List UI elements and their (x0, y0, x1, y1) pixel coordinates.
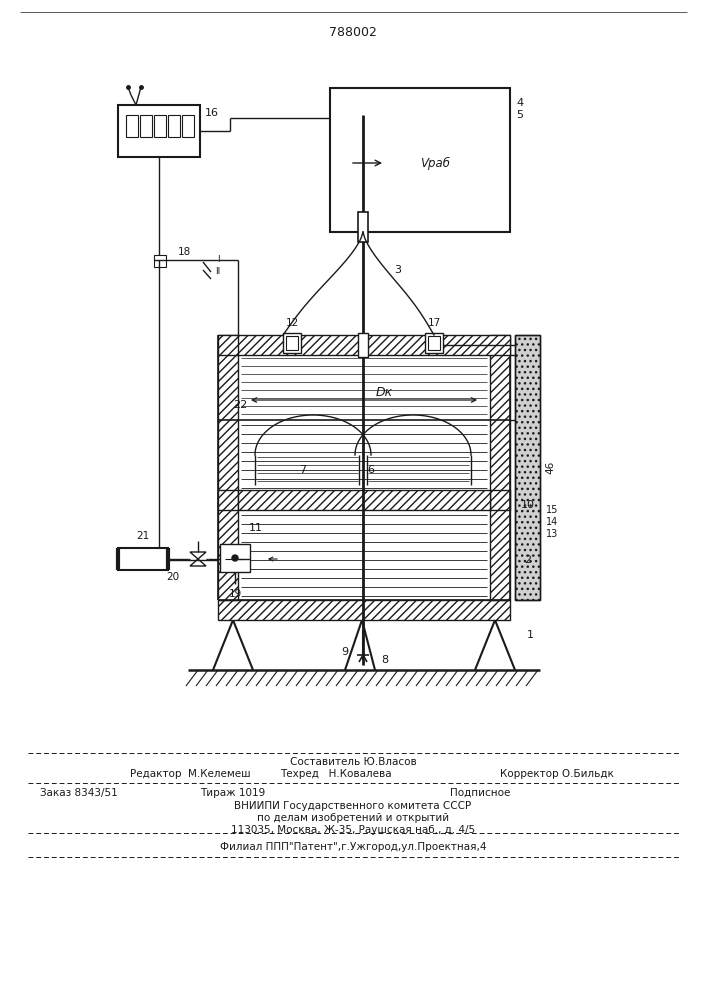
Bar (140, 115, 152, 137)
Text: 1: 1 (527, 630, 534, 640)
Text: 22: 22 (233, 400, 247, 410)
Bar (330, 88, 510, 232)
Bar (168, 115, 180, 137)
Bar (154, 255, 166, 267)
Circle shape (232, 555, 238, 561)
Bar (283, 333, 301, 353)
Text: 21: 21 (136, 531, 150, 541)
Bar (425, 333, 443, 353)
Text: 113035, Москва, Ж-35, Раушская наб., д. 4/5: 113035, Москва, Ж-35, Раушская наб., д. … (231, 825, 475, 835)
Text: Редактор  М.Келемеш: Редактор М.Келемеш (130, 769, 250, 779)
Bar (218, 600, 510, 620)
Bar (358, 333, 368, 357)
Text: I: I (216, 254, 219, 263)
Text: 19: 19 (228, 589, 242, 599)
Bar (358, 212, 368, 242)
Text: по делам изобретений и открытий: по делам изобретений и открытий (257, 813, 449, 823)
Text: 15: 15 (546, 505, 559, 515)
Text: Филиал ППП"Патент",г.Ужгород,ул.Проектная,4: Филиал ППП"Патент",г.Ужгород,ул.Проектна… (220, 842, 486, 852)
Text: 3: 3 (395, 265, 402, 275)
Text: 12: 12 (286, 318, 298, 328)
Text: 13: 13 (546, 529, 558, 539)
Text: 8: 8 (382, 655, 389, 665)
Bar (182, 115, 194, 137)
Bar (220, 544, 250, 572)
Text: 4: 4 (516, 98, 524, 108)
Bar (118, 548, 168, 570)
Bar (428, 336, 440, 350)
Bar (218, 335, 238, 600)
Text: 20: 20 (166, 572, 180, 582)
Text: 788002: 788002 (329, 25, 377, 38)
Text: 16: 16 (205, 108, 219, 118)
Text: Тираж 1019: Тираж 1019 (200, 788, 265, 798)
Text: 17: 17 (427, 318, 440, 328)
Bar (126, 115, 138, 137)
Text: 6: 6 (368, 465, 375, 475)
Text: 9: 9 (341, 647, 349, 657)
Text: Vраб: Vраб (420, 156, 450, 170)
Polygon shape (190, 552, 206, 566)
Text: ВНИИПИ Государственного комитета СССР: ВНИИПИ Государственного комитета СССР (235, 801, 472, 811)
Text: 7: 7 (300, 465, 307, 475)
Text: Корректор О.Бильдк: Корректор О.Бильдк (500, 769, 614, 779)
Text: 18: 18 (177, 247, 191, 257)
Bar (515, 335, 540, 600)
Text: 10: 10 (521, 500, 535, 510)
Text: 2: 2 (525, 555, 532, 565)
Text: 46: 46 (545, 460, 555, 474)
Text: Техред   Н.Ковалева: Техред Н.Ковалева (280, 769, 392, 779)
Text: Составитель Ю.Власов: Составитель Ю.Власов (290, 757, 416, 767)
Bar (154, 115, 166, 137)
Bar (118, 105, 200, 157)
Bar (218, 335, 510, 355)
Text: 5: 5 (517, 110, 523, 120)
Text: 11: 11 (249, 523, 263, 533)
Text: 14: 14 (546, 517, 558, 527)
Text: Заказ 8343/51: Заказ 8343/51 (40, 788, 118, 798)
Bar (515, 335, 540, 600)
Bar (238, 490, 490, 510)
Bar (218, 490, 238, 510)
Bar (490, 490, 510, 510)
Text: II: II (216, 266, 221, 275)
Bar (286, 336, 298, 350)
Text: Подписное: Подписное (450, 788, 510, 798)
Text: Dк: Dк (375, 385, 392, 398)
Bar (490, 335, 510, 600)
